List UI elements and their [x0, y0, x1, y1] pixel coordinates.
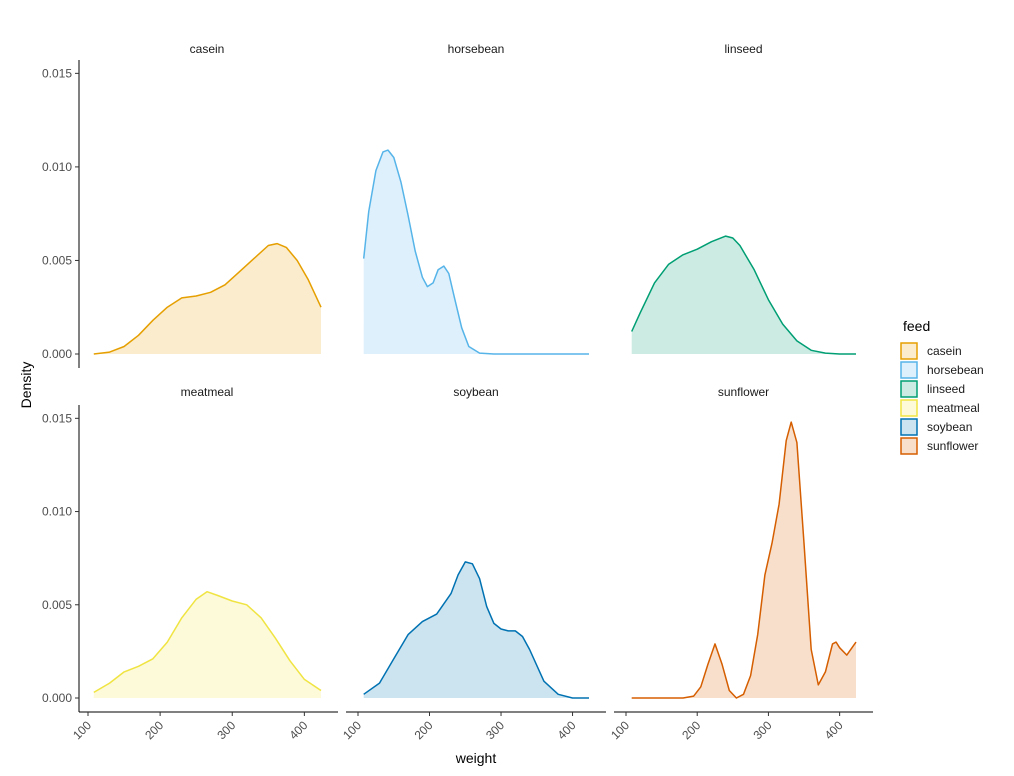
- legend-key-soybean: [900, 418, 918, 436]
- density-area-horsebean: [363, 150, 589, 354]
- y-tick-label: 0.000: [42, 691, 72, 705]
- legend-key-linseed: [900, 380, 918, 398]
- legend-label-sunflower: sunflower: [927, 439, 978, 453]
- density-area-casein: [93, 243, 321, 354]
- legend-title: feed: [903, 318, 930, 334]
- facet-strip-linseed: linseed: [724, 42, 762, 56]
- x-axis-title: weight: [455, 750, 497, 766]
- x-tick-label: 200: [412, 718, 436, 742]
- density-area-meatmeal: [93, 591, 321, 698]
- density-area-sunflower: [631, 422, 857, 698]
- legend-label-soybean: soybean: [927, 420, 972, 434]
- x-tick-label: 100: [340, 718, 364, 742]
- facet-strip-casein: casein: [190, 42, 225, 56]
- facet-strip-meatmeal: meatmeal: [181, 385, 234, 399]
- legend-key-sunflower: [900, 437, 918, 455]
- legend-label-meatmeal: meatmeal: [927, 401, 980, 415]
- y-tick-label: 0.005: [42, 598, 72, 612]
- density-line-casein: [93, 242, 322, 355]
- legend-label-linseed: linseed: [927, 382, 965, 396]
- density-line-linseed: [631, 235, 856, 355]
- density-line-soybean: [363, 561, 589, 699]
- y-tick-label: 0.015: [42, 411, 72, 425]
- x-tick-label: 300: [214, 718, 238, 742]
- x-tick-label: 200: [142, 718, 166, 742]
- y-tick-label: 0.010: [42, 160, 72, 174]
- legend-key-casein: [900, 342, 918, 360]
- y-axis-title: Density: [18, 362, 34, 409]
- density-area-soybean: [363, 561, 589, 698]
- x-tick-label: 400: [555, 718, 579, 742]
- y-tick-label: 0.005: [42, 253, 72, 267]
- density-line-horsebean: [362, 149, 589, 355]
- legend-key-horsebean: [900, 361, 918, 379]
- facet-strip-horsebean: horsebean: [448, 42, 505, 56]
- x-tick-label: 100: [70, 718, 94, 742]
- y-tick-label: 0.010: [42, 505, 72, 519]
- x-tick-label: 300: [750, 718, 774, 742]
- y-tick-label: 0.015: [42, 66, 72, 80]
- facet-strip-sunflower: sunflower: [718, 385, 769, 399]
- legend-label-casein: casein: [927, 344, 962, 358]
- x-tick-label: 300: [483, 718, 507, 742]
- legend-label-horsebean: horsebean: [927, 363, 984, 377]
- density-line-sunflower: [631, 421, 857, 699]
- facet-strip-soybean: soybean: [453, 385, 498, 399]
- density-area-linseed: [631, 236, 857, 354]
- x-tick-label: 400: [286, 718, 310, 742]
- x-tick-label: 400: [822, 718, 846, 742]
- legend-key-meatmeal: [900, 399, 918, 417]
- x-tick-label: 100: [608, 718, 632, 742]
- y-tick-label: 0.000: [42, 347, 72, 361]
- density-line-meatmeal: [93, 590, 322, 694]
- x-tick-label: 200: [679, 718, 703, 742]
